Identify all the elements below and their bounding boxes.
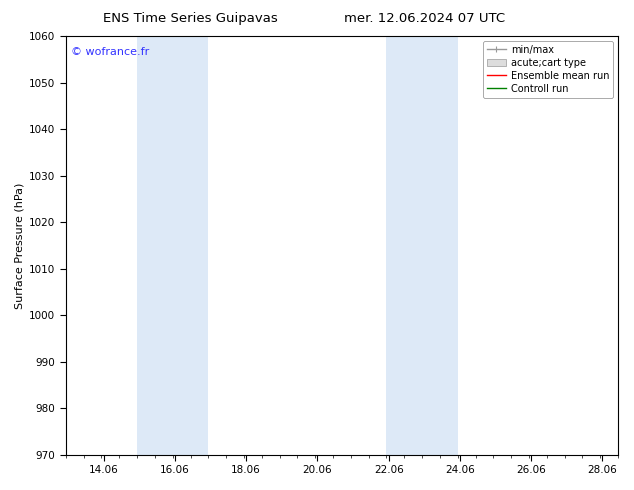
Text: ENS Time Series Guipavas: ENS Time Series Guipavas — [103, 12, 278, 25]
Legend: min/max, acute;cart type, Ensemble mean run, Controll run: min/max, acute;cart type, Ensemble mean … — [482, 41, 613, 98]
Bar — [387, 36, 458, 455]
Text: mer. 12.06.2024 07 UTC: mer. 12.06.2024 07 UTC — [344, 12, 505, 25]
Y-axis label: Surface Pressure (hPa): Surface Pressure (hPa) — [15, 182, 25, 309]
Bar — [137, 36, 209, 455]
Text: © wofrance.fr: © wofrance.fr — [72, 47, 150, 57]
